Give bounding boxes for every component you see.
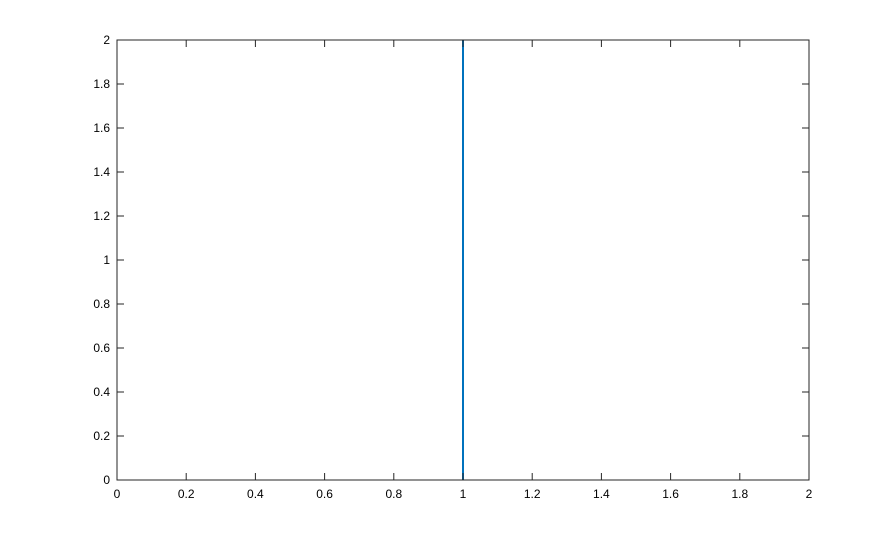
y-tick-label: 0 — [103, 473, 110, 487]
x-tick-label: 1.4 — [593, 487, 610, 501]
x-tick-label: 1.8 — [731, 487, 748, 501]
y-tick-label: 0.2 — [93, 429, 110, 443]
y-tick-label: 2 — [103, 33, 110, 47]
y-tick-label: 1.8 — [93, 77, 110, 91]
x-tick-label: 0.8 — [385, 487, 402, 501]
y-tick-label: 1 — [103, 253, 110, 267]
y-tick-label: 0.8 — [93, 297, 110, 311]
y-tick-label: 1.2 — [93, 209, 110, 223]
y-tick-label: 1.4 — [93, 165, 110, 179]
x-tick-label: 1.2 — [524, 487, 541, 501]
x-tick-label: 1 — [460, 487, 467, 501]
y-tick-label: 0.6 — [93, 341, 110, 355]
x-tick-label: 2 — [806, 487, 813, 501]
x-tick-label: 1.6 — [662, 487, 679, 501]
x-tick-label: 0 — [114, 487, 121, 501]
x-tick-label: 0.6 — [316, 487, 333, 501]
y-tick-label: 1.6 — [93, 121, 110, 135]
x-tick-label: 0.2 — [178, 487, 195, 501]
x-tick-label: 0.4 — [247, 487, 264, 501]
y-tick-label: 0.4 — [93, 385, 110, 399]
